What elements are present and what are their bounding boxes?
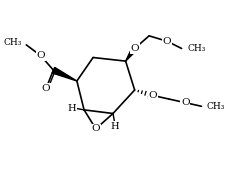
Text: O: O [91,124,100,133]
Polygon shape [125,47,136,61]
Text: O: O [42,84,50,93]
Polygon shape [52,67,76,81]
Text: O: O [180,98,189,107]
Text: O: O [130,44,138,53]
Text: O: O [162,37,171,46]
Text: O: O [36,51,45,60]
Text: O: O [148,91,156,100]
Text: CH₃: CH₃ [186,44,205,53]
Text: H: H [110,122,118,131]
Text: CH₃: CH₃ [3,38,22,47]
Text: H: H [67,104,75,113]
Text: CH₃: CH₃ [206,102,224,111]
